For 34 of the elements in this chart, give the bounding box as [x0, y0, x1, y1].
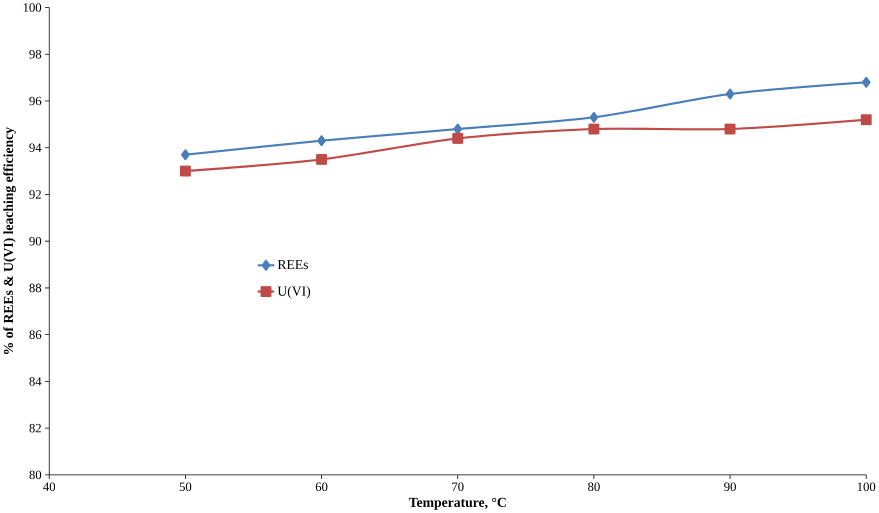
- y-axis-title: % of REEs & U(VI) leaching efficiency: [3, 127, 16, 354]
- x-tick-label: 40: [43, 482, 56, 492]
- legend-label: REEs: [278, 260, 308, 270]
- point: [726, 88, 734, 100]
- y-tick-label: 96: [29, 96, 42, 106]
- point: [180, 166, 191, 177]
- point: [453, 124, 462, 134]
- y-tick-label: 90: [29, 236, 42, 246]
- y-tick-label: 98: [29, 50, 42, 59]
- point: [317, 135, 326, 146]
- point: [316, 154, 328, 165]
- x-tick-label: 50: [180, 482, 192, 492]
- y-tick-label: 80: [29, 470, 42, 480]
- y-tick-label: 88: [29, 284, 42, 292]
- y-tick-label: 86: [29, 330, 42, 339]
- point: [724, 124, 736, 134]
- point: [181, 149, 190, 160]
- point: [860, 114, 872, 126]
- point: [590, 112, 598, 123]
- y-tick-label: 100: [24, 3, 42, 12]
- x-tick-label: 80: [588, 482, 600, 492]
- legend-label: U(VI): [278, 286, 310, 299]
- y-tick-label: 84: [29, 377, 42, 386]
- point: [862, 76, 871, 88]
- y-tick-label: 94: [29, 143, 42, 152]
- point: [452, 132, 464, 144]
- x-tick-label: 90: [724, 482, 736, 492]
- x-tick-label: 100: [858, 482, 876, 492]
- x-axis-title: Temperature, °C: [408, 498, 506, 510]
- x-tick-label: 70: [452, 482, 464, 492]
- point: [588, 124, 600, 134]
- y-tick-label: 92: [29, 190, 41, 199]
- x-tick-label: 60: [316, 482, 328, 492]
- y-tick-label: 82: [29, 424, 41, 432]
